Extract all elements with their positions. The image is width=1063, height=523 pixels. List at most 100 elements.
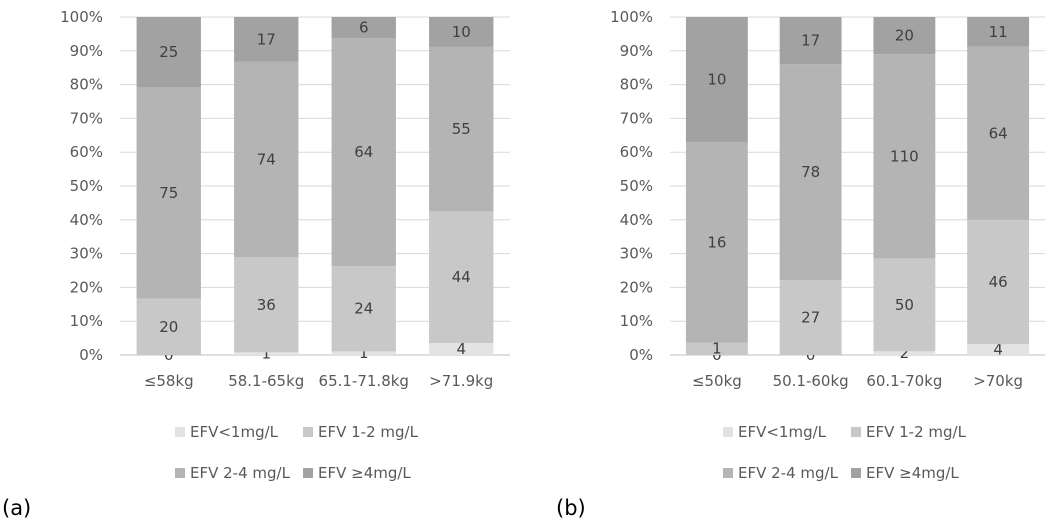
data-label: 27 (801, 309, 820, 327)
data-label: 1 (359, 344, 369, 362)
data-label: 24 (354, 300, 373, 318)
y-tick-label: 30% (70, 245, 103, 263)
data-label: 1 (261, 345, 271, 363)
legend-item: EFV 1-2 mg/L (851, 423, 967, 441)
bar-stack: 2 50 110 20 (873, 17, 936, 362)
bar-segment (685, 342, 748, 355)
bar-segment (429, 211, 494, 344)
data-label: 36 (257, 296, 276, 314)
legend-label: EFV 1-2 mg/L (866, 423, 967, 441)
bar-segment (685, 17, 748, 143)
y-tick-label: 100% (60, 8, 103, 26)
data-label: 4 (993, 341, 1003, 359)
legend-item: EFV 2-4 mg/L (723, 464, 839, 482)
x-tick-label: 58.1-65kg (228, 372, 304, 390)
data-label: 2 (900, 344, 910, 362)
data-label: 44 (452, 268, 471, 286)
data-label: 10 (452, 23, 471, 41)
y-tick-label: 20% (620, 278, 653, 296)
legend-item: EFV<1mg/L (723, 423, 827, 441)
data-label: 110 (890, 147, 919, 165)
data-label: 50 (895, 296, 914, 314)
bar-segment (967, 46, 1030, 220)
y-tick-label: 90% (70, 42, 103, 60)
bar-segment (234, 17, 299, 62)
bar-segment (136, 17, 201, 88)
bar-segment (873, 17, 936, 55)
x-tick-label: >70kg (973, 372, 1023, 390)
bar-segment (331, 38, 396, 267)
data-label: 64 (989, 124, 1008, 142)
bar-stack: 0277817 (779, 17, 842, 364)
y-tick-label: 30% (620, 245, 653, 263)
legend-item: EFV 2-4 mg/L (175, 464, 291, 482)
y-tick-label: 10% (620, 312, 653, 330)
x-tick-label: >71.9kg (429, 372, 493, 390)
y-tick-label: 0% (629, 346, 653, 364)
bar-segment (429, 17, 494, 47)
data-label: 78 (801, 163, 820, 181)
legend-item: EFV 1-2 mg/L (303, 423, 419, 441)
legend-swatch (723, 427, 733, 437)
data-label: 64 (354, 143, 373, 161)
bar-segment (967, 219, 1030, 345)
bar-stack: 1 24 64 6 (331, 17, 396, 362)
data-label: 20 (159, 318, 178, 336)
y-tick-label: 80% (620, 76, 653, 94)
bar-segment (873, 258, 936, 352)
bar-segment (234, 61, 299, 258)
legend-item: EFV ≥4mg/L (303, 464, 411, 482)
legend-label: EFV ≥4mg/L (866, 464, 959, 482)
data-label: 16 (707, 233, 726, 251)
data-label: 20 (895, 27, 914, 45)
legend-swatch (851, 427, 861, 437)
data-label: 6 (359, 19, 369, 37)
bar-stack: 1 36 74 17 (234, 17, 299, 363)
bar-segment (873, 54, 936, 259)
data-label: 17 (801, 32, 820, 50)
data-label: 25 (159, 43, 178, 61)
legend-item: EFV ≥4mg/L (851, 464, 959, 482)
legend-label: EFV 2-4 mg/L (738, 464, 839, 482)
panel-label: (a) (2, 496, 31, 520)
chart-b: 0%10%20%30%40%50%60%70%80%90%100%011610≤… (556, 8, 1045, 520)
data-label: 10 (707, 71, 726, 89)
legend-label: EFV 1-2 mg/L (318, 423, 419, 441)
bar-segment (234, 352, 299, 355)
y-tick-label: 100% (610, 8, 653, 26)
bar-segment (779, 280, 842, 355)
data-label: 74 (257, 151, 276, 169)
legend-label: EFV ≥4mg/L (318, 464, 411, 482)
bar-segment (234, 257, 299, 353)
y-tick-label: 40% (620, 211, 653, 229)
x-tick-label: ≤50kg (692, 372, 742, 390)
legend-label: EFV<1mg/L (190, 423, 279, 441)
y-tick-label: 70% (620, 109, 653, 127)
data-label: 75 (159, 184, 178, 202)
bar-segment (331, 17, 396, 39)
bar-stack: 011610 (685, 17, 748, 364)
y-tick-label: 10% (70, 312, 103, 330)
legend-item: EFV<1mg/L (175, 423, 279, 441)
bar-segment (136, 298, 201, 355)
y-tick-label: 90% (620, 42, 653, 60)
x-tick-label: ≤58kg (144, 372, 194, 390)
data-label: 11 (989, 23, 1008, 41)
x-tick-label: 50.1-60kg (773, 372, 849, 390)
legend-swatch (303, 468, 313, 478)
y-tick-label: 20% (70, 278, 103, 296)
data-label: 17 (257, 30, 276, 48)
bar-segment (331, 351, 396, 355)
data-label: 1 (712, 340, 722, 358)
bar-segment (136, 87, 201, 299)
bar-segment (331, 266, 396, 352)
bar-segment (429, 343, 494, 355)
bar-segment (779, 17, 842, 65)
chart-a: 0%10%20%30%40%50%60%70%80%90%100%0207525… (2, 8, 510, 520)
bar-segment (429, 46, 494, 212)
bar-stack: 0207525 (136, 17, 201, 364)
panel-label: (b) (556, 496, 586, 520)
bar-segment (873, 351, 936, 355)
